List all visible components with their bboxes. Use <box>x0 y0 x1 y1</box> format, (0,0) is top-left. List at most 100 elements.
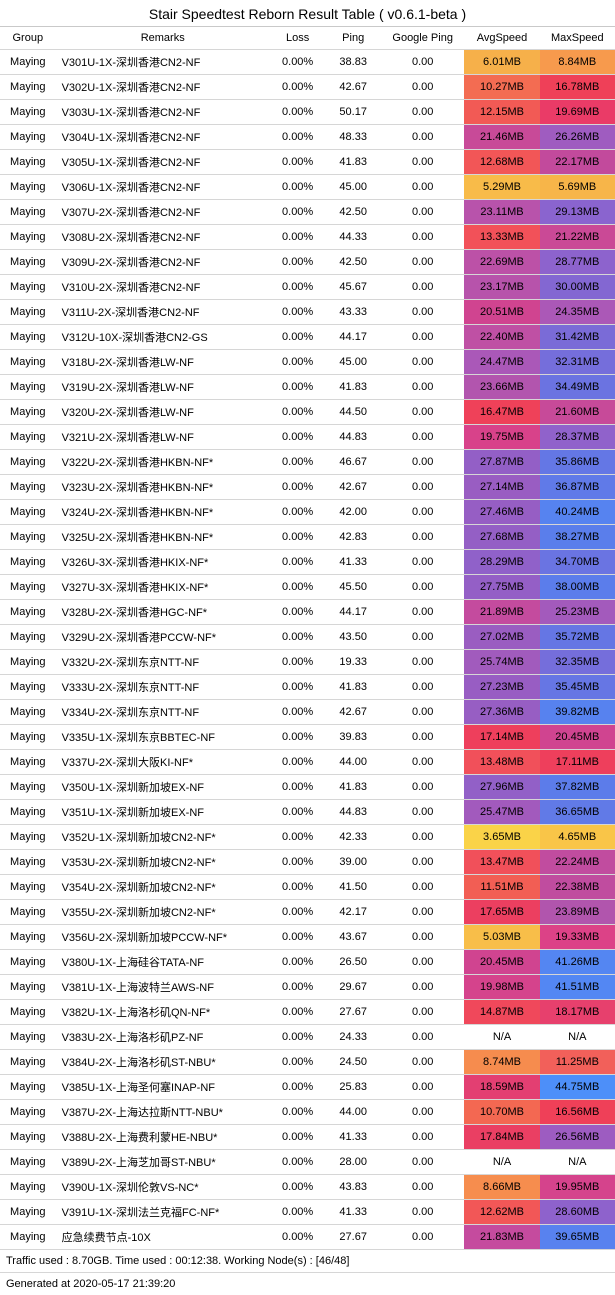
cell-avgspeed: 17.65MB <box>464 900 539 925</box>
cell-ping: 43.83 <box>325 1175 381 1200</box>
cell-loss: 0.00% <box>270 1000 326 1025</box>
cell-group: Maying <box>0 175 56 200</box>
cell-maxspeed: 16.78MB <box>540 75 615 100</box>
cell-group: Maying <box>0 1125 56 1150</box>
cell-ping: 44.17 <box>325 325 381 350</box>
cell-maxspeed: 23.89MB <box>540 900 615 925</box>
cell-remarks: V323U-2X-深圳香港HKBN-NF* <box>56 475 270 500</box>
cell-loss: 0.00% <box>270 575 326 600</box>
cell-remarks: V305U-1X-深圳香港CN2-NF <box>56 150 270 175</box>
cell-maxspeed: 40.24MB <box>540 500 615 525</box>
cell-group: Maying <box>0 925 56 950</box>
col-loss: Loss <box>270 27 326 50</box>
cell-avgspeed: 11.51MB <box>464 875 539 900</box>
cell-maxspeed: 11.25MB <box>540 1050 615 1075</box>
table-row: MayingV384U-2X-上海洛杉矶ST-NBU*0.00%24.500.0… <box>0 1050 615 1075</box>
cell-loss: 0.00% <box>270 200 326 225</box>
cell-avgspeed: 27.23MB <box>464 675 539 700</box>
cell-group: Maying <box>0 200 56 225</box>
cell-group: Maying <box>0 325 56 350</box>
cell-ping: 50.17 <box>325 100 381 125</box>
cell-gping: 0.00 <box>381 175 464 200</box>
cell-remarks: V307U-2X-深圳香港CN2-NF <box>56 200 270 225</box>
table-row: MayingV351U-1X-深圳新加坡EX-NF0.00%44.830.002… <box>0 800 615 825</box>
table-row: MayingV353U-2X-深圳新加坡CN2-NF*0.00%39.000.0… <box>0 850 615 875</box>
table-row: MayingV305U-1X-深圳香港CN2-NF0.00%41.830.001… <box>0 150 615 175</box>
cell-maxspeed: 38.27MB <box>540 525 615 550</box>
cell-group: Maying <box>0 1000 56 1025</box>
cell-maxspeed: 18.17MB <box>540 1000 615 1025</box>
cell-group: Maying <box>0 300 56 325</box>
table-row: MayingV385U-1X-上海圣何塞INAP-NF0.00%25.830.0… <box>0 1075 615 1100</box>
result-table: Group Remarks Loss Ping Google Ping AvgS… <box>0 27 615 1250</box>
cell-gping: 0.00 <box>381 975 464 1000</box>
table-row: MayingV387U-2X-上海达拉斯NTT-NBU*0.00%44.000.… <box>0 1100 615 1125</box>
cell-maxspeed: 25.23MB <box>540 600 615 625</box>
cell-avgspeed: 13.48MB <box>464 750 539 775</box>
cell-group: Maying <box>0 650 56 675</box>
cell-avgspeed: 13.47MB <box>464 850 539 875</box>
cell-loss: 0.00% <box>270 225 326 250</box>
cell-loss: 0.00% <box>270 450 326 475</box>
cell-group: Maying <box>0 900 56 925</box>
cell-avgspeed: 23.17MB <box>464 275 539 300</box>
cell-maxspeed: 32.35MB <box>540 650 615 675</box>
cell-loss: 0.00% <box>270 75 326 100</box>
cell-avgspeed: 17.14MB <box>464 725 539 750</box>
cell-remarks: V350U-1X-深圳新加坡EX-NF <box>56 775 270 800</box>
cell-remarks: V326U-3X-深圳香港HKIX-NF* <box>56 550 270 575</box>
cell-group: Maying <box>0 75 56 100</box>
cell-gping: 0.00 <box>381 1050 464 1075</box>
cell-avgspeed: 27.14MB <box>464 475 539 500</box>
cell-avgspeed: 21.89MB <box>464 600 539 625</box>
cell-gping: 0.00 <box>381 875 464 900</box>
cell-maxspeed: 38.00MB <box>540 575 615 600</box>
cell-gping: 0.00 <box>381 250 464 275</box>
cell-group: Maying <box>0 150 56 175</box>
cell-gping: 0.00 <box>381 1025 464 1050</box>
cell-gping: 0.00 <box>381 325 464 350</box>
cell-avgspeed: 27.68MB <box>464 525 539 550</box>
table-row: MayingV389U-2X-上海芝加哥ST-NBU*0.00%28.000.0… <box>0 1150 615 1175</box>
cell-avgspeed: 10.27MB <box>464 75 539 100</box>
cell-maxspeed: 21.60MB <box>540 400 615 425</box>
cell-loss: 0.00% <box>270 325 326 350</box>
cell-group: Maying <box>0 1075 56 1100</box>
cell-loss: 0.00% <box>270 1225 326 1250</box>
cell-remarks: V327U-3X-深圳香港HKIX-NF* <box>56 575 270 600</box>
cell-remarks: V334U-2X-深圳东京NTT-NF <box>56 700 270 725</box>
table-row: MayingV383U-2X-上海洛杉矶PZ-NF0.00%24.330.00N… <box>0 1025 615 1050</box>
cell-ping: 25.83 <box>325 1075 381 1100</box>
cell-maxspeed: 35.86MB <box>540 450 615 475</box>
cell-group: Maying <box>0 500 56 525</box>
table-row: MayingV390U-1X-深圳伦敦VS-NC*0.00%43.830.008… <box>0 1175 615 1200</box>
cell-avgspeed: 21.83MB <box>464 1225 539 1250</box>
cell-remarks: V301U-1X-深圳香港CN2-NF <box>56 50 270 75</box>
cell-gping: 0.00 <box>381 550 464 575</box>
cell-group: Maying <box>0 350 56 375</box>
cell-ping: 42.50 <box>325 250 381 275</box>
table-row: MayingV329U-2X-深圳香港PCCW-NF*0.00%43.500.0… <box>0 625 615 650</box>
table-row: MayingV328U-2X-深圳香港HGC-NF*0.00%44.170.00… <box>0 600 615 625</box>
cell-group: Maying <box>0 425 56 450</box>
cell-avgspeed: N/A <box>464 1025 539 1050</box>
cell-gping: 0.00 <box>381 650 464 675</box>
cell-maxspeed: 34.70MB <box>540 550 615 575</box>
cell-ping: 19.33 <box>325 650 381 675</box>
cell-avgspeed: 10.70MB <box>464 1100 539 1125</box>
cell-group: Maying <box>0 1050 56 1075</box>
cell-gping: 0.00 <box>381 300 464 325</box>
cell-remarks: V306U-1X-深圳香港CN2-NF <box>56 175 270 200</box>
cell-ping: 44.00 <box>325 750 381 775</box>
table-row: MayingV322U-2X-深圳香港HKBN-NF*0.00%46.670.0… <box>0 450 615 475</box>
cell-avgspeed: 5.03MB <box>464 925 539 950</box>
cell-maxspeed: 29.13MB <box>540 200 615 225</box>
cell-avgspeed: 25.74MB <box>464 650 539 675</box>
table-row: MayingV324U-2X-深圳香港HKBN-NF*0.00%42.000.0… <box>0 500 615 525</box>
cell-ping: 24.33 <box>325 1025 381 1050</box>
cell-gping: 0.00 <box>381 375 464 400</box>
cell-gping: 0.00 <box>381 950 464 975</box>
cell-remarks: V311U-2X-深圳香港CN2-NF <box>56 300 270 325</box>
cell-avgspeed: 22.40MB <box>464 325 539 350</box>
cell-gping: 0.00 <box>381 825 464 850</box>
